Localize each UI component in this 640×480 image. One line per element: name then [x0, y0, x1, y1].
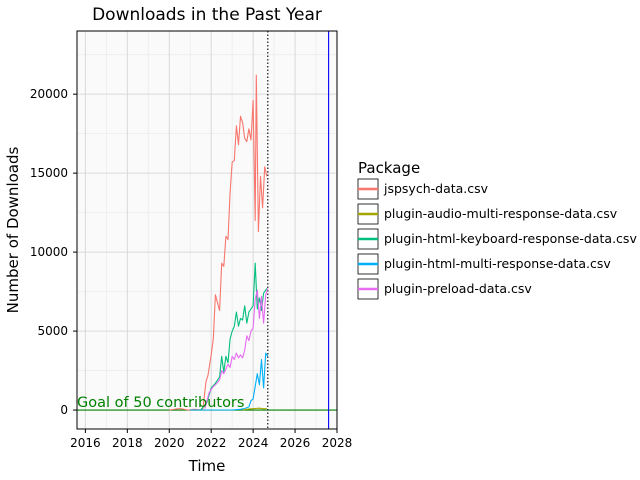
plot-background — [77, 31, 337, 429]
y-tick-label: 20000 — [30, 87, 68, 101]
y-tick-label: 0 — [60, 403, 68, 417]
series-line-0 — [169, 74, 268, 411]
series-lines — [169, 74, 269, 411]
legend-items: jspsych-data.csv plugin-audio-multi-respo… — [357, 178, 637, 300]
chart-title: Downloads in the Past Year — [92, 5, 322, 25]
legend-label: plugin-html-multi-response-data.csv — [384, 256, 611, 271]
y-axis-title: Number of Downloads — [4, 147, 22, 314]
y-tick-label: 5000 — [37, 324, 68, 338]
legend-label: plugin-audio-multi-response-data.csv — [384, 206, 618, 221]
plot-frame — [76, 30, 338, 430]
x-tick-label: 2020 — [154, 436, 185, 450]
y-tick-label: 10000 — [30, 245, 68, 259]
goal-annotation: Goal of 50 contributors — [77, 395, 244, 411]
x-tick-label: 2016 — [70, 436, 101, 450]
y-tick-label: 15000 — [30, 166, 68, 180]
x-tick-label: 2018 — [112, 436, 143, 450]
x-axis: 2016 2018 2020 2022 2024 2026 2028 — [70, 429, 352, 450]
series-line-3 — [190, 352, 269, 411]
legend-label: jspsych-data.csv — [383, 181, 489, 196]
y-axis: 0 5000 10000 15000 20000 — [30, 87, 77, 417]
legend-title: Package — [358, 159, 420, 177]
x-tick-label: 2022 — [196, 436, 227, 450]
x-tick-label: 2026 — [280, 436, 311, 450]
legend-label: plugin-html-keyboard-response-data.csv — [384, 231, 637, 246]
series-line-4 — [204, 288, 269, 409]
x-axis-title: Time — [188, 457, 226, 475]
x-tick-label: 2028 — [322, 436, 353, 450]
legend: Package jspsych-data.csv plugin-audio-mul… — [357, 159, 637, 300]
minor-gridlines — [77, 31, 337, 429]
legend-label: plugin-preload-data.csv — [384, 281, 532, 296]
series-line-1 — [242, 407, 267, 411]
x-tick-label: 2024 — [238, 436, 269, 450]
